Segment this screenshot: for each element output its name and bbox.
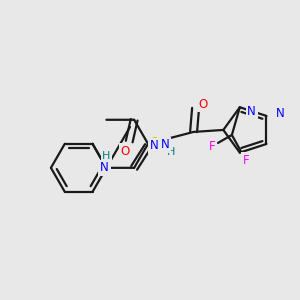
Text: F: F [242, 154, 249, 167]
Text: H: H [102, 151, 111, 161]
Text: F: F [209, 140, 215, 153]
Text: S: S [150, 136, 158, 148]
Text: N: N [276, 107, 285, 120]
Text: N: N [160, 138, 169, 151]
Text: N: N [247, 105, 256, 118]
Text: O: O [121, 145, 130, 158]
Text: N: N [150, 139, 158, 152]
Text: O: O [199, 98, 208, 111]
Text: N: N [100, 161, 109, 174]
Text: H: H [167, 147, 175, 157]
